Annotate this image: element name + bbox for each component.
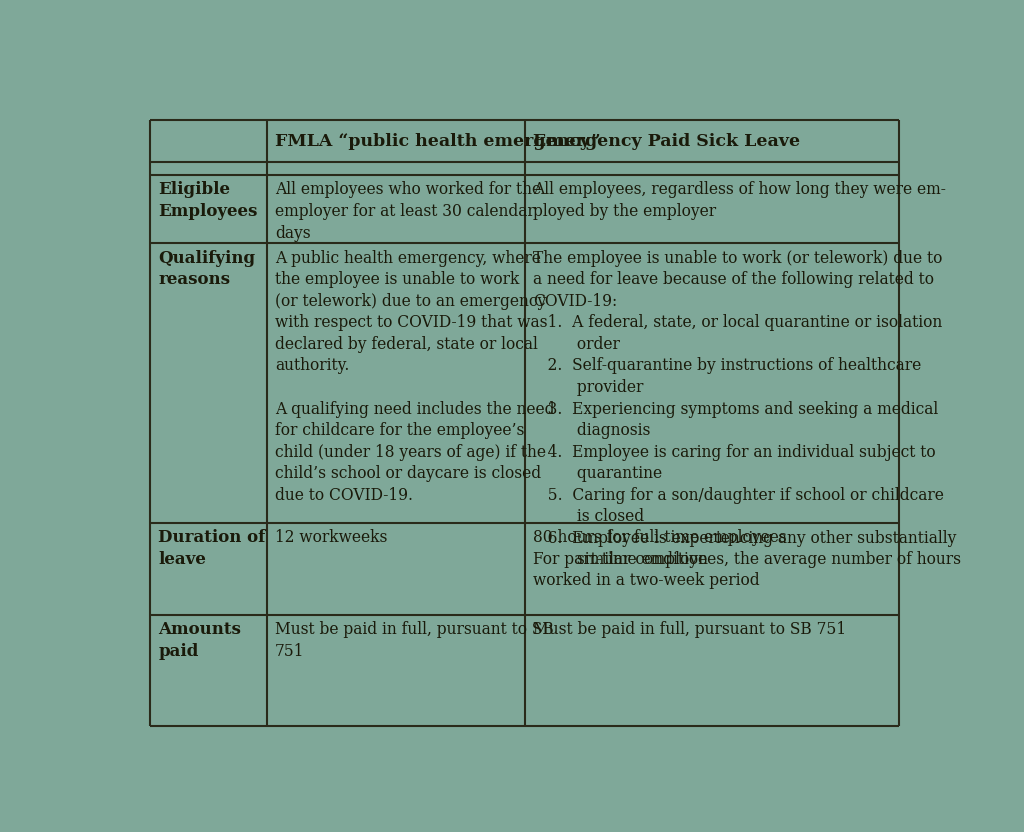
Text: 12 workweeks: 12 workweeks [274,529,387,546]
Text: A public health emergency, where
the employee is unable to work
(or telework) du: A public health emergency, where the emp… [274,250,554,504]
Text: Amounts
paid: Amounts paid [158,622,241,660]
Text: 80 hours for full-time employees
For part-time employees, the average number of : 80 hours for full-time employees For par… [532,529,961,589]
Text: All employees who worked for the
employer for at least 30 calendar
days: All employees who worked for the employe… [274,181,541,241]
Text: The employee is unable to work (or telework) due to
a need for leave because of : The employee is unable to work (or telew… [532,250,956,568]
Text: Emergency Paid Sick Leave: Emergency Paid Sick Leave [532,132,800,150]
Text: Must be paid in full, pursuant to SB 751: Must be paid in full, pursuant to SB 751 [532,622,846,638]
Text: Qualifying
reasons: Qualifying reasons [158,250,255,289]
Text: Must be paid in full, pursuant to SB
751: Must be paid in full, pursuant to SB 751 [274,622,554,660]
Text: FMLA “public health emergency”: FMLA “public health emergency” [274,132,600,150]
Text: All employees, regardless of how long they were em-
ployed by the employer: All employees, regardless of how long th… [532,181,945,220]
Text: Eligible
Employees: Eligible Employees [158,181,257,220]
Text: Duration of
leave: Duration of leave [158,529,265,567]
